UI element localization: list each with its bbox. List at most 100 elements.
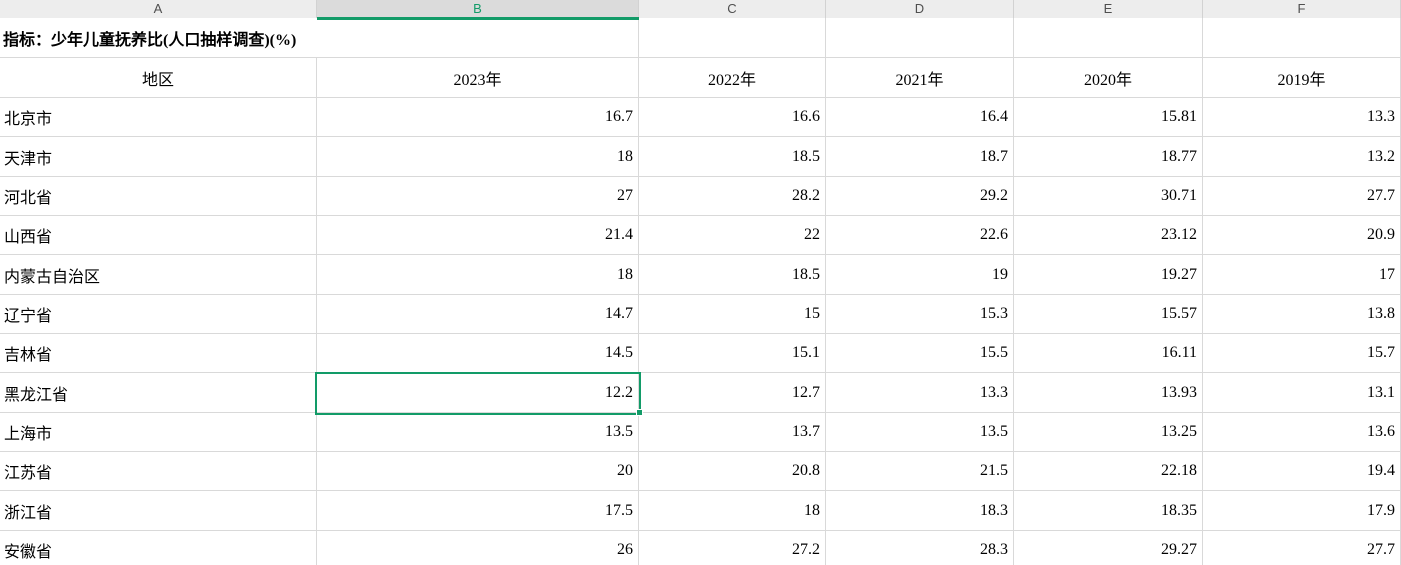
cell-value[interactable]: 15 <box>639 294 826 334</box>
year-header-cell[interactable]: 2021年 <box>826 58 1014 97</box>
cell-value[interactable]: 19.27 <box>1014 255 1203 294</box>
empty-cell[interactable] <box>826 18 1014 57</box>
cell-value[interactable]: 13.25 <box>1014 412 1203 452</box>
cell-value[interactable]: 22.6 <box>826 216 1014 255</box>
cell-value[interactable]: 18.3 <box>826 491 1014 530</box>
table-row: 江苏省 20 20.8 21.5 22.18 19.4 <box>0 452 1401 492</box>
cell-value[interactable]: 13.6 <box>1203 412 1401 452</box>
table-row: 天津市 18 18.5 18.7 18.77 13.2 <box>0 137 1401 177</box>
cell-value[interactable]: 28.3 <box>826 530 1014 565</box>
year-header-cell[interactable]: 2020年 <box>1014 58 1203 97</box>
cell-region[interactable]: 北京市 <box>0 98 317 137</box>
cell-value[interactable]: 27.7 <box>1203 530 1401 565</box>
cell-value[interactable]: 18 <box>639 491 826 530</box>
cell-region[interactable]: 浙江省 <box>0 491 317 530</box>
cell-region[interactable]: 河北省 <box>0 176 317 216</box>
cell-value[interactable]: 19 <box>826 255 1014 294</box>
cell-value[interactable]: 20 <box>317 452 639 491</box>
cell-value[interactable]: 15.5 <box>826 334 1014 373</box>
cell-value[interactable]: 13.93 <box>1014 373 1203 412</box>
cell-region[interactable]: 上海市 <box>0 412 317 452</box>
cell-value[interactable]: 29.27 <box>1014 530 1203 565</box>
cell-value[interactable]: 27 <box>317 176 639 216</box>
cell-value-active[interactable]: 12.2 <box>317 373 639 412</box>
cell-value[interactable]: 18.5 <box>639 137 826 176</box>
cell-value[interactable]: 15.3 <box>826 294 1014 334</box>
empty-cell[interactable] <box>639 18 826 57</box>
cell-value[interactable]: 15.81 <box>1014 98 1203 137</box>
cell-value[interactable]: 16.7 <box>317 98 639 137</box>
cell-value[interactable]: 16.11 <box>1014 334 1203 373</box>
cell-region[interactable]: 黑龙江省 <box>0 373 317 412</box>
cell-region[interactable]: 内蒙古自治区 <box>0 255 317 294</box>
cell-value[interactable]: 14.7 <box>317 294 639 334</box>
cell-value[interactable]: 16.6 <box>639 98 826 137</box>
cell-value[interactable]: 21.5 <box>826 452 1014 491</box>
column-header-b[interactable]: B <box>317 0 639 18</box>
table-row: 北京市 16.7 16.6 16.4 15.81 13.3 <box>0 98 1401 138</box>
cell-region[interactable]: 山西省 <box>0 216 317 255</box>
cell-region[interactable]: 安徽省 <box>0 530 317 565</box>
cell-region[interactable]: 吉林省 <box>0 334 317 373</box>
cell-value[interactable]: 29.2 <box>826 176 1014 216</box>
cell-value[interactable]: 18.35 <box>1014 491 1203 530</box>
cell-value[interactable]: 13.2 <box>1203 137 1401 176</box>
cell-region[interactable]: 辽宁省 <box>0 294 317 334</box>
cell-value[interactable]: 26 <box>317 530 639 565</box>
cell-region[interactable]: 江苏省 <box>0 452 317 491</box>
cell-value[interactable]: 14.5 <box>317 334 639 373</box>
cell-value[interactable]: 15.7 <box>1203 334 1401 373</box>
cell-value[interactable]: 27.2 <box>639 530 826 565</box>
cell-value[interactable]: 12.7 <box>639 373 826 412</box>
column-header-d[interactable]: D <box>826 0 1014 18</box>
table-row: 吉林省 14.5 15.1 15.5 16.11 15.7 <box>0 334 1401 374</box>
cell-value[interactable]: 18.7 <box>826 137 1014 176</box>
cell-value[interactable]: 17 <box>1203 255 1401 294</box>
fill-handle[interactable] <box>636 409 643 416</box>
cell-value[interactable]: 27.7 <box>1203 176 1401 216</box>
cell-value[interactable]: 13.3 <box>826 373 1014 412</box>
table-row: 河北省 27 28.2 29.2 30.71 27.7 <box>0 176 1401 217</box>
cell-value[interactable]: 17.9 <box>1203 491 1401 530</box>
table-row-selected: 黑龙江省 12.2 12.7 13.3 13.93 13.1 <box>0 373 1401 413</box>
cell-value[interactable]: 20.9 <box>1203 216 1401 255</box>
cell-value[interactable]: 20.8 <box>639 452 826 491</box>
year-header-cell[interactable]: 2022年 <box>639 58 826 97</box>
year-header-cell[interactable]: 2019年 <box>1203 58 1401 97</box>
cell-value[interactable]: 30.71 <box>1014 176 1203 216</box>
cell-value[interactable]: 18.77 <box>1014 137 1203 176</box>
column-header-c[interactable]: C <box>639 0 826 18</box>
cell-value[interactable]: 13.1 <box>1203 373 1401 412</box>
cell-value[interactable]: 19.4 <box>1203 452 1401 491</box>
cell-value[interactable]: 13.5 <box>317 412 639 452</box>
region-label-cell[interactable]: 地区 <box>0 58 317 97</box>
cell-value[interactable]: 18.5 <box>639 255 826 294</box>
cell-value[interactable]: 13.3 <box>1203 98 1401 137</box>
column-header-e[interactable]: E <box>1014 0 1203 18</box>
cell-value[interactable]: 16.4 <box>826 98 1014 137</box>
sheet-title-cell[interactable]: 指标：少年儿童抚养比(人口抽样调查)(%) <box>0 18 639 57</box>
cell-value[interactable]: 21.4 <box>317 216 639 255</box>
empty-cell[interactable] <box>1014 18 1203 57</box>
cell-region[interactable]: 天津市 <box>0 137 317 176</box>
cell-value[interactable]: 28.2 <box>639 176 826 216</box>
cell-value[interactable]: 13.8 <box>1203 294 1401 334</box>
column-header-row: A B C D E F <box>0 0 1401 18</box>
year-header-cell[interactable]: 2023年 <box>317 58 639 97</box>
cell-value[interactable]: 22.18 <box>1014 452 1203 491</box>
cell-value[interactable]: 18 <box>317 255 639 294</box>
cell-value[interactable]: 15.1 <box>639 334 826 373</box>
selected-column-underline <box>317 17 639 20</box>
table-row: 内蒙古自治区 18 18.5 19 19.27 17 <box>0 255 1401 295</box>
cell-value[interactable]: 18 <box>317 137 639 176</box>
cell-value[interactable]: 15.57 <box>1014 294 1203 334</box>
column-header-f[interactable]: F <box>1203 0 1401 18</box>
cell-value[interactable]: 23.12 <box>1014 216 1203 255</box>
column-header-a[interactable]: A <box>0 0 317 18</box>
cell-value[interactable]: 13.5 <box>826 412 1014 452</box>
cell-value[interactable]: 22 <box>639 216 826 255</box>
empty-cell[interactable] <box>1203 18 1401 57</box>
cell-value[interactable]: 17.5 <box>317 491 639 530</box>
cell-value[interactable]: 13.7 <box>639 412 826 452</box>
